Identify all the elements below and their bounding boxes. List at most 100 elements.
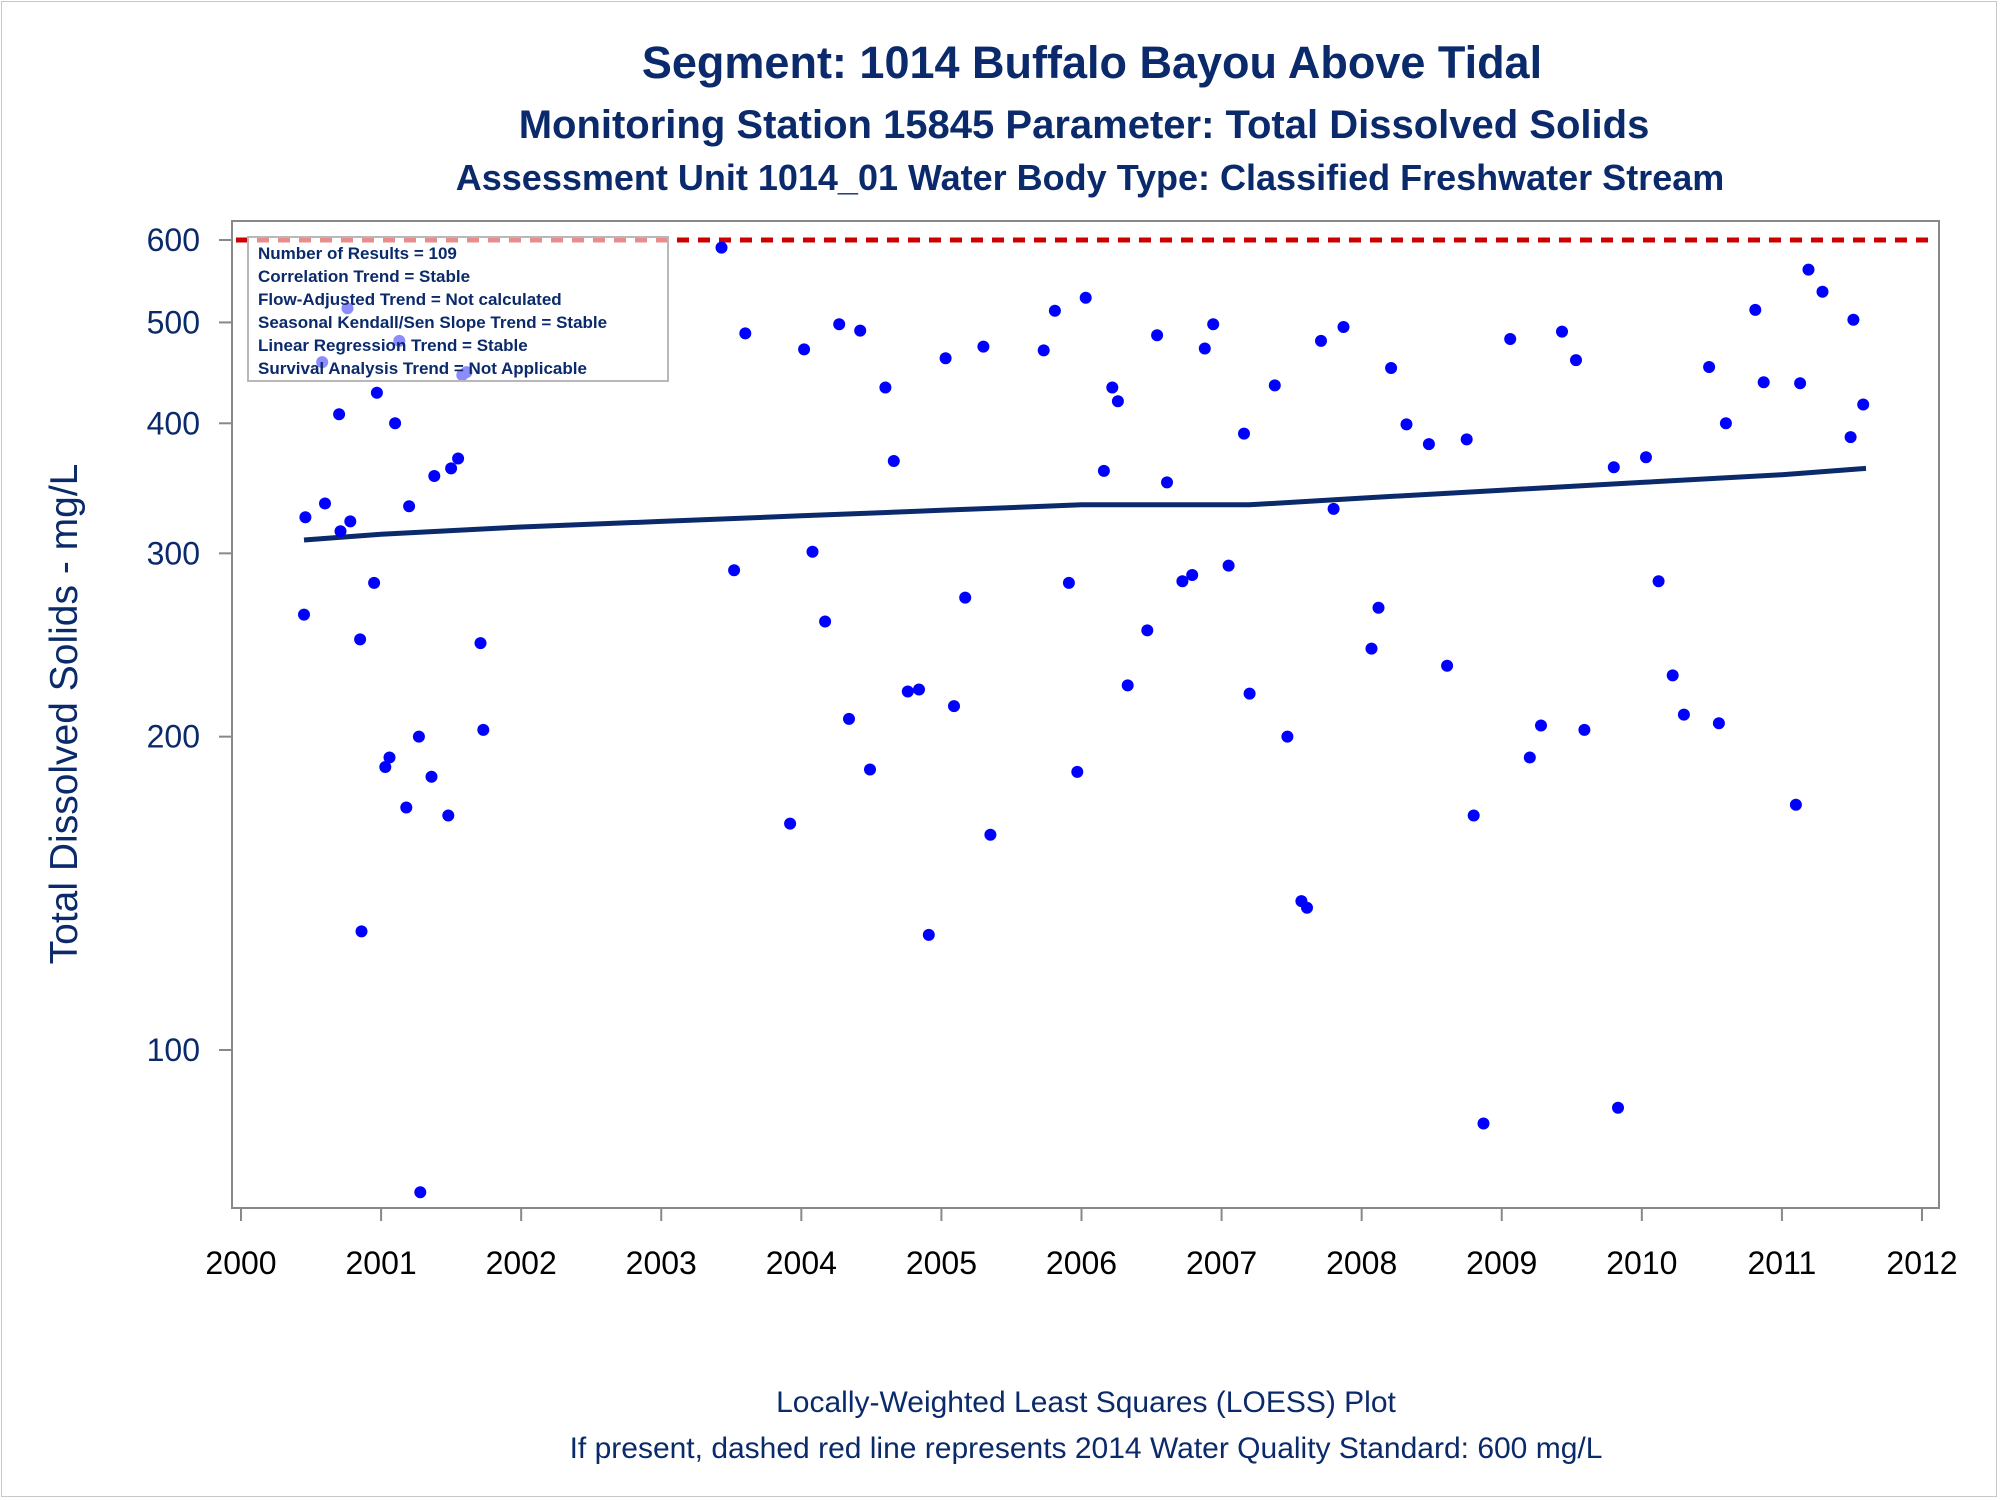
data-point bbox=[1504, 333, 1517, 345]
data-point bbox=[1422, 438, 1435, 451]
data-point bbox=[1640, 451, 1652, 464]
chart-subtitle-assessment: Assessment Unit 1014_01 Water Body Type:… bbox=[456, 157, 1725, 198]
data-point bbox=[442, 809, 455, 822]
data-point bbox=[1570, 354, 1582, 367]
data-point bbox=[354, 633, 367, 646]
x-tick-label: 2004 bbox=[766, 1245, 837, 1281]
y-tick-label: 100 bbox=[147, 1032, 200, 1068]
data-point bbox=[1712, 717, 1725, 730]
data-point bbox=[1844, 431, 1857, 444]
data-point bbox=[474, 637, 487, 650]
data-point bbox=[1048, 304, 1061, 317]
data-point bbox=[864, 763, 876, 776]
data-point bbox=[379, 761, 392, 773]
data-point bbox=[1703, 361, 1716, 373]
data-point bbox=[798, 343, 811, 356]
x-tick-label: 2003 bbox=[626, 1245, 697, 1281]
data-point bbox=[1281, 730, 1294, 743]
data-point bbox=[368, 576, 381, 589]
stats-number-of-results: Number of Results = 109 bbox=[258, 244, 457, 263]
data-point bbox=[1556, 325, 1568, 338]
data-point bbox=[370, 386, 383, 399]
x-tick-label: 2009 bbox=[1466, 1245, 1537, 1281]
x-tick-label: 2006 bbox=[1046, 1245, 1117, 1281]
data-point bbox=[879, 381, 892, 394]
data-point bbox=[1523, 751, 1536, 764]
data-point bbox=[1365, 642, 1378, 655]
data-point bbox=[977, 340, 990, 353]
data-point bbox=[1652, 575, 1665, 588]
data-point bbox=[1161, 476, 1173, 489]
data-point bbox=[400, 801, 413, 814]
data-point bbox=[1315, 334, 1327, 347]
data-point bbox=[1301, 901, 1313, 914]
y-tick-label: 400 bbox=[147, 405, 200, 441]
data-point bbox=[1612, 1101, 1624, 1114]
data-point bbox=[1207, 318, 1220, 331]
loess-trend-line bbox=[303, 465, 1867, 543]
stats-box: Number of Results = 109 Correlation Tren… bbox=[247, 236, 669, 382]
data-point bbox=[1607, 461, 1620, 474]
data-point bbox=[1097, 464, 1110, 477]
y-tick-label: 500 bbox=[147, 304, 200, 340]
x-tick-label: 2012 bbox=[1886, 1245, 1957, 1281]
data-point bbox=[452, 452, 465, 465]
data-point bbox=[887, 455, 900, 467]
x-tick-label: 2008 bbox=[1326, 1245, 1397, 1281]
chart-title: Segment: 1014 Buffalo Bayou Above Tidal bbox=[642, 37, 1542, 88]
data-point bbox=[728, 564, 741, 577]
data-point bbox=[739, 327, 752, 340]
data-point bbox=[1238, 427, 1250, 440]
data-point bbox=[1121, 679, 1134, 692]
data-point bbox=[344, 515, 357, 528]
data-point bbox=[445, 462, 458, 475]
data-point bbox=[1757, 376, 1770, 389]
y-tick-label: 300 bbox=[147, 535, 200, 571]
data-point bbox=[854, 324, 867, 337]
data-point bbox=[948, 700, 960, 713]
data-point bbox=[833, 318, 846, 331]
data-point bbox=[819, 615, 832, 628]
data-point bbox=[1222, 559, 1235, 572]
data-point bbox=[1176, 575, 1189, 588]
data-point bbox=[1802, 263, 1815, 276]
data-point bbox=[1079, 291, 1092, 304]
data-point bbox=[959, 591, 972, 604]
y-tick-label: 200 bbox=[147, 719, 200, 755]
data-point bbox=[806, 545, 819, 558]
data-point bbox=[901, 685, 914, 698]
data-point bbox=[1385, 362, 1398, 374]
data-point bbox=[414, 1186, 427, 1199]
stats-correlation-trend: Correlation Trend = Stable bbox=[258, 267, 470, 286]
data-point bbox=[1535, 719, 1547, 732]
stats-box-frame bbox=[247, 236, 669, 382]
data-point bbox=[319, 497, 331, 510]
data-point bbox=[1677, 708, 1690, 721]
footnote-standard: If present, dashed red line represents 2… bbox=[570, 1432, 1603, 1465]
data-point bbox=[1337, 321, 1350, 333]
data-points bbox=[298, 241, 1870, 1199]
data-point bbox=[843, 712, 855, 725]
stats-seasonal-kendall-trend: Seasonal Kendall/Sen Slope Trend = Stabl… bbox=[258, 313, 607, 332]
data-point bbox=[389, 417, 402, 430]
data-point bbox=[1578, 723, 1591, 736]
data-point bbox=[333, 408, 346, 421]
data-point bbox=[1789, 798, 1802, 811]
data-point bbox=[1268, 379, 1281, 392]
data-point bbox=[383, 751, 396, 764]
data-point bbox=[1467, 809, 1480, 822]
x-tick-label: 2007 bbox=[1186, 1245, 1257, 1281]
data-point bbox=[1794, 377, 1807, 390]
chart-subtitle-station: Monitoring Station 15845 Parameter: Tota… bbox=[519, 103, 1650, 147]
data-point bbox=[1141, 624, 1154, 637]
data-point bbox=[1071, 765, 1084, 778]
data-point bbox=[1198, 342, 1211, 355]
footnote-loess: Locally-Weighted Least Squares (LOESS) P… bbox=[776, 1386, 1396, 1419]
y-axis-label: Total Dissolved Solids - mg/L bbox=[43, 464, 86, 965]
data-point bbox=[477, 723, 490, 736]
data-point bbox=[939, 352, 952, 365]
data-point bbox=[1327, 502, 1340, 515]
data-point bbox=[428, 470, 441, 482]
data-point bbox=[1151, 329, 1164, 342]
